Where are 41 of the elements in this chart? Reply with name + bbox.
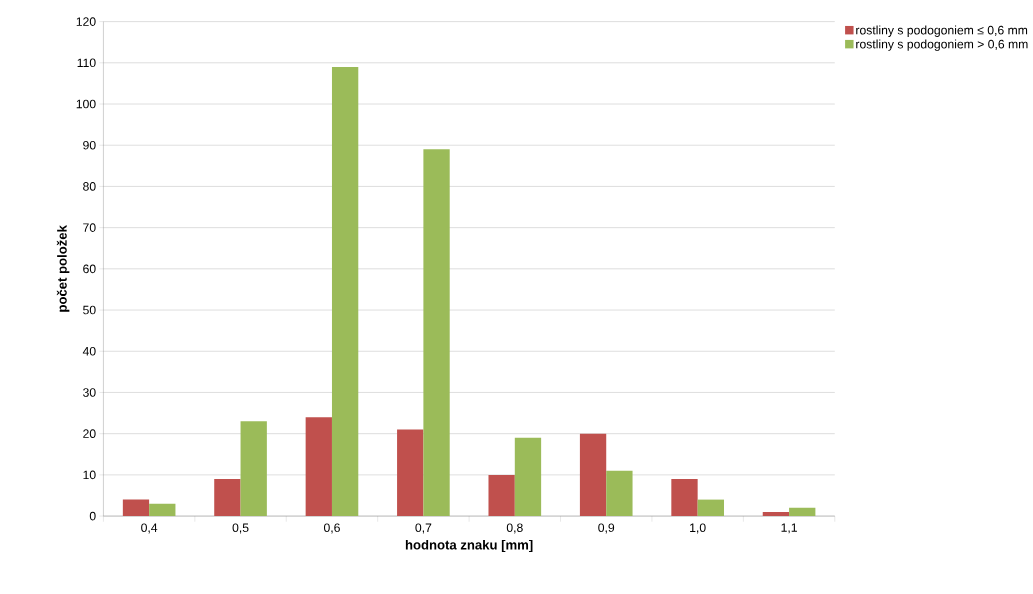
x-tick-label: 0,5 (232, 523, 249, 534)
bar (606, 470, 633, 517)
x-tick-label: 0,8 (506, 523, 523, 534)
y-tick-label: 70 (83, 223, 96, 232)
x-tick-label: 0,9 (598, 523, 615, 534)
bar (579, 433, 607, 517)
bar (214, 478, 241, 517)
y-tick-label: 60 (83, 264, 96, 274)
y-tick-label: 40 (82, 346, 96, 356)
x-tick-label: 0,6 (323, 523, 340, 534)
legend-label: rostliny s podogoniem > 0,6 mm (856, 39, 1028, 51)
y-tick-label: 90 (83, 140, 96, 150)
y-tick-label: 0 (89, 511, 96, 521)
bar (514, 437, 542, 517)
bar (240, 421, 267, 517)
bar (488, 474, 515, 517)
bar (789, 507, 816, 517)
x-axis-title: hodnota znaku [mm] (405, 539, 533, 553)
y-tick-label: 120 (76, 17, 96, 26)
y-tick-label: 50 (83, 305, 96, 315)
x-tick-label: 0,4 (141, 523, 158, 534)
bar (331, 66, 359, 517)
y-tick-label: 110 (77, 58, 96, 68)
y-tick-label: 30 (83, 388, 96, 397)
y-tick-label: 80 (83, 182, 96, 191)
bar (397, 429, 424, 517)
bar (671, 478, 698, 517)
y-axis-title: počet položek (56, 225, 70, 312)
bar (305, 417, 332, 517)
bar (122, 499, 150, 517)
x-tick-label: 0,7 (415, 523, 432, 534)
x-tick-label: 1,0 (690, 523, 706, 534)
y-tick-label: 20 (83, 429, 96, 438)
x-tick-label: 1,1 (781, 523, 797, 534)
bar (697, 499, 724, 517)
bar (149, 503, 176, 517)
y-tick-label: 100 (76, 99, 96, 109)
bar (423, 149, 450, 517)
y-tick-label: 10 (83, 470, 96, 480)
bar (762, 511, 790, 517)
legend-label: rostliny s podogoniem ≤ 0,6 mm (856, 25, 1028, 37)
